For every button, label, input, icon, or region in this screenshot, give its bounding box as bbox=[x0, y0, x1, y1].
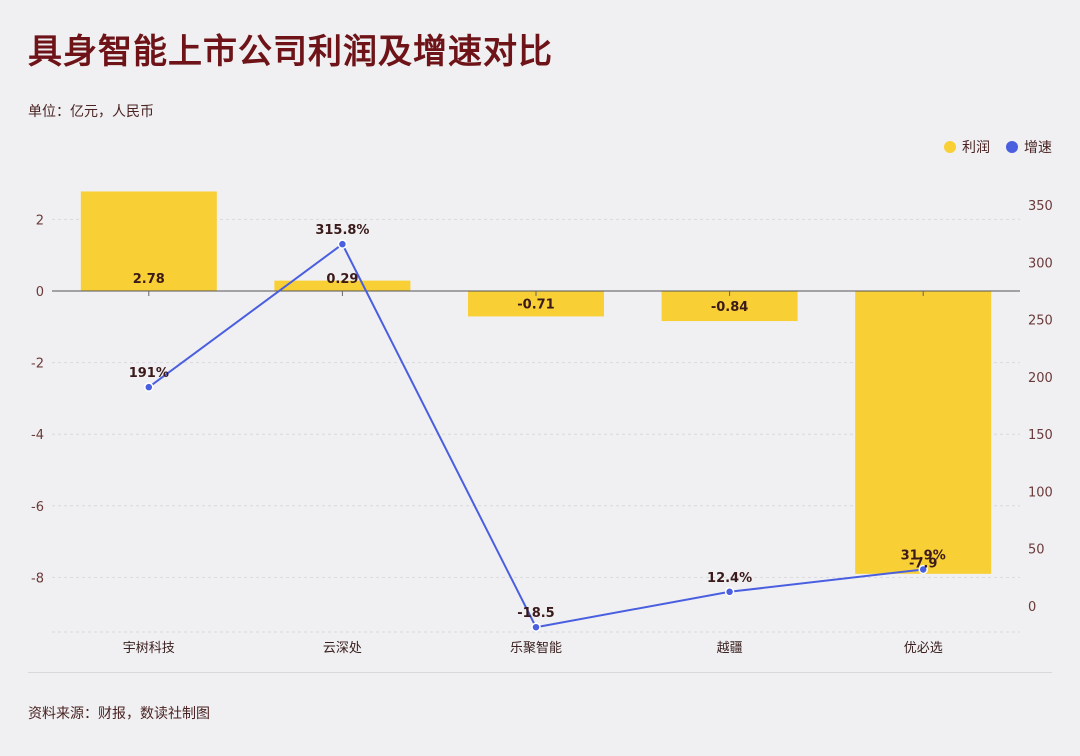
growth-value-label: 31.9% bbox=[901, 548, 946, 563]
bar-value-label: 0.29 bbox=[326, 272, 358, 287]
x-category-label: 云深处 bbox=[323, 641, 362, 656]
y-right-tick-label: 350 bbox=[1028, 199, 1053, 214]
chart-title: 具身智能上市公司利润及增速对比 bbox=[28, 32, 553, 72]
y-right-tick-label: 150 bbox=[1028, 428, 1053, 443]
growth-value-label: 315.8% bbox=[315, 223, 369, 238]
y-right-tick-label: 300 bbox=[1028, 256, 1053, 271]
growth-value-label: -18.5 bbox=[517, 606, 554, 621]
y-right-tick-label: 100 bbox=[1028, 485, 1053, 500]
y-left-tick-label: 2 bbox=[36, 213, 44, 228]
y-left-tick-label: 0 bbox=[36, 285, 44, 300]
line-series bbox=[144, 239, 928, 632]
y-left-tick-label: -8 bbox=[31, 571, 44, 586]
growth-point bbox=[531, 622, 541, 632]
bar bbox=[274, 280, 411, 291]
footer-divider bbox=[28, 672, 1052, 673]
y-left-tick-label: -6 bbox=[31, 500, 44, 515]
bar bbox=[661, 291, 798, 322]
legend: 利润 增速 bbox=[944, 137, 1052, 157]
y-left-tick-label: -2 bbox=[31, 357, 44, 372]
growth-value-label: 191% bbox=[129, 366, 169, 381]
legend-label-profit: 利润 bbox=[962, 140, 990, 156]
legend-swatch-growth bbox=[1006, 141, 1018, 153]
y-right-tick-label: 250 bbox=[1028, 314, 1053, 329]
x-category-label: 优必选 bbox=[904, 641, 943, 656]
bar-value-label: -0.71 bbox=[517, 298, 554, 313]
y-left-tick-label: -4 bbox=[31, 428, 44, 443]
y-right-tick-label: 50 bbox=[1028, 543, 1045, 558]
unit-note: 单位：亿元，人民币 bbox=[28, 104, 154, 120]
legend-swatch-profit bbox=[944, 141, 956, 153]
growth-point bbox=[918, 564, 928, 575]
x-category-label: 宇树科技 bbox=[123, 641, 175, 656]
growth-value-label: 12.4% bbox=[707, 571, 752, 586]
growth-point bbox=[144, 382, 154, 392]
bar-series bbox=[80, 191, 992, 574]
growth-point bbox=[724, 587, 735, 597]
bar-value-label: 2.78 bbox=[133, 272, 165, 287]
legend-label-growth: 增速 bbox=[1024, 140, 1052, 156]
x-category-label: 乐聚智能 bbox=[510, 641, 562, 656]
bar bbox=[80, 191, 217, 291]
bar bbox=[855, 291, 992, 574]
bar-value-label: -0.84 bbox=[711, 300, 748, 315]
legend-item-growth[interactable]: 增速 bbox=[1006, 137, 1052, 157]
y-right-tick-label: 200 bbox=[1028, 371, 1053, 386]
bar-value-label: -7.9 bbox=[909, 556, 937, 571]
growth-point bbox=[337, 239, 348, 249]
x-category-label: 越疆 bbox=[717, 641, 743, 656]
source-note: 资料来源：财报，数读社制图 bbox=[28, 706, 210, 722]
y-right-tick-label: 0 bbox=[1028, 600, 1036, 615]
legend-item-profit[interactable]: 利润 bbox=[944, 137, 990, 157]
data-labels: 2.78 0.29 -0.71 -0.84 -7.9 191% 315.8% -18.5 12.… bbox=[129, 223, 946, 621]
axes: 2 0 -2 -4 -6 -8 350 300 250 200 150 100 50 0 宇树科技 云深处 乐聚… bbox=[31, 199, 1053, 656]
